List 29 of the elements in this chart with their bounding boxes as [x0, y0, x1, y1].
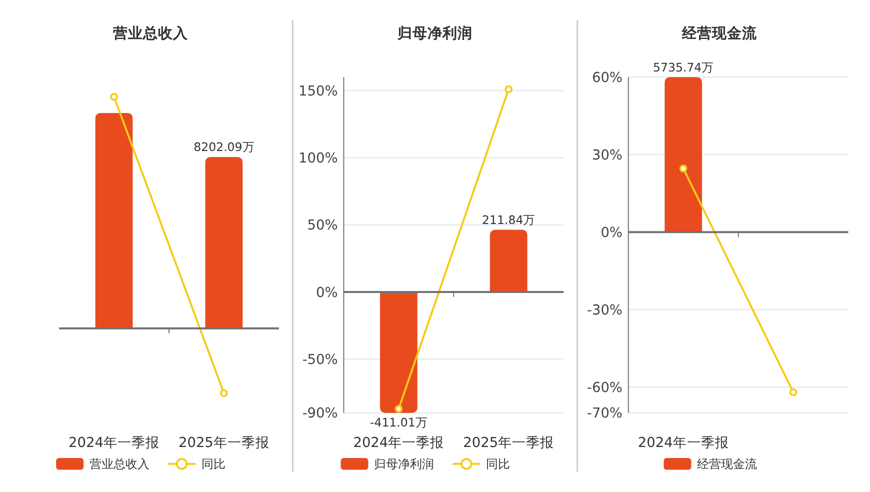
x-tick-label: 2024年一季报	[68, 435, 160, 452]
x-tick-label: 2024年一季报	[353, 435, 444, 452]
chart-title: 营业总收入	[112, 24, 189, 42]
y-tick-label: 60%	[592, 70, 622, 86]
annotation: 8202.09万	[194, 140, 254, 154]
y-tick-label: -60%	[587, 380, 622, 396]
y-tick-label: -30%	[587, 302, 622, 318]
legend-label: 归母净利润	[374, 457, 434, 472]
data-label: -411.01万	[370, 416, 428, 430]
x-tick-label: 2025年一季报	[463, 435, 554, 452]
y-tick-label: 0%	[600, 224, 622, 241]
y-tick-label: 150%	[298, 83, 338, 100]
legend-label: 同比	[486, 457, 510, 472]
y-tick-label: 50%	[307, 218, 338, 234]
y-tick-label: -90%	[302, 406, 338, 422]
x-tick-label: 2025年一季报	[178, 435, 270, 452]
y-tick-label: -70%	[587, 406, 622, 422]
data-label: 5735.74万	[653, 60, 714, 74]
chart-title: 经营现金流	[681, 24, 758, 42]
legend-label: 同比	[201, 457, 226, 472]
y-tick-label: 30%	[592, 147, 622, 164]
y-tick-label: -50%	[302, 352, 338, 368]
legend-label: 经营现金流	[697, 457, 758, 472]
data-label: 211.84万	[482, 212, 536, 227]
chart-title: 归母净利润	[396, 24, 472, 42]
x-tick-label: 2024年一季报	[638, 435, 729, 452]
legend-label: 营业总收入	[89, 457, 150, 472]
y-tick-label: 100%	[298, 150, 338, 167]
y-tick-label: 0%	[316, 284, 338, 301]
